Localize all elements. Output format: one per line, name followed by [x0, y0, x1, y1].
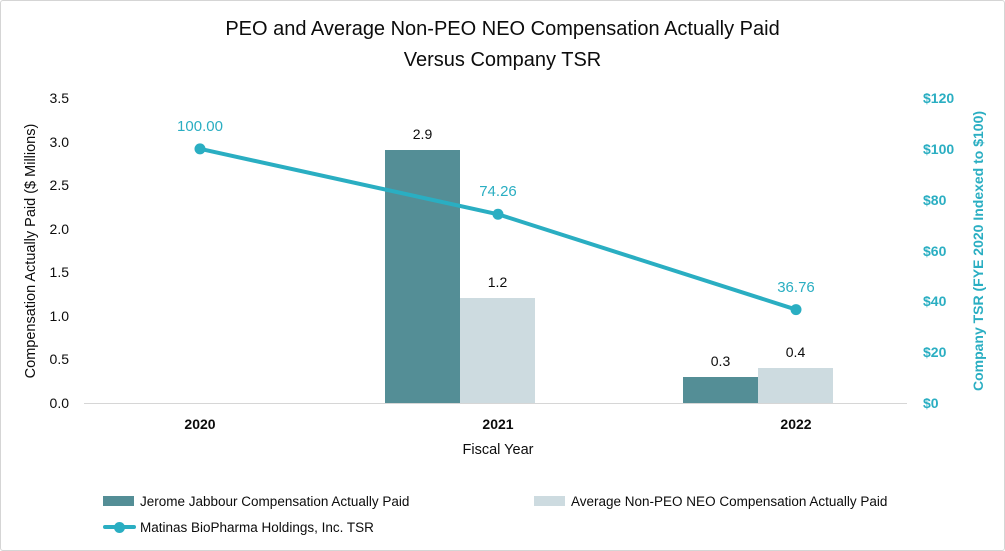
right-y-tick-label: $0 [923, 395, 939, 411]
legend-item-tsr-line: Matinas BioPharma Holdings, Inc. TSR [103, 519, 374, 535]
left-y-tick-label: 1.0 [49, 307, 69, 324]
left-y-tick-label: 1.5 [49, 264, 69, 281]
tsr-point-label: 36.76 [777, 278, 815, 296]
bar-2021-series-1 [460, 298, 535, 403]
x-tick-label: 2020 [184, 416, 216, 432]
left-y-tick-label: 2.0 [49, 220, 69, 237]
chart-title-line-2: Versus Company TSR [403, 49, 602, 71]
legend-label: Average Non-PEO NEO Compensation Actuall… [571, 493, 888, 509]
left-y-tick-label: 0.0 [49, 395, 69, 411]
peo-bar-swatch-icon [103, 496, 134, 506]
bar-2021-series-0 [385, 150, 460, 403]
bar-value-label: 0.3 [710, 352, 731, 369]
chart-title-line-1: PEO and Average Non-PEO NEO Compensation… [225, 18, 780, 40]
legend-label: Matinas BioPharma Holdings, Inc. TSR [140, 519, 374, 535]
x-axis-title: Fiscal Year [462, 442, 534, 458]
tsr-point-label: 100.00 [177, 117, 223, 135]
right-y-tick-label: $80 [923, 191, 947, 208]
bar-value-label: 1.2 [487, 274, 508, 291]
right-y-tick-label: $40 [923, 293, 947, 310]
left-y-tick-label: 3.5 [49, 90, 69, 106]
tsr-point-marker [492, 208, 504, 220]
right-y-tick-label: $100 [923, 140, 955, 157]
bar-value-label: 0.4 [785, 344, 806, 361]
left-y-tick-label: 3.0 [49, 133, 69, 150]
left-y-tick-label: 0.5 [49, 351, 69, 368]
x-tick-label: 2021 [482, 416, 514, 432]
bar-value-label: 2.9 [412, 126, 433, 143]
right-y-tick-label: $20 [923, 344, 947, 361]
bar-2022-series-0 [683, 376, 758, 403]
x-tick-label: 2022 [780, 416, 812, 432]
tsr-point-marker [790, 304, 802, 316]
tsr-line-dot-swatch-icon [103, 521, 136, 533]
tsr-point-label: 74.26 [479, 183, 517, 201]
bar-2022-series-1 [758, 368, 833, 403]
chart-title: PEO and Average Non-PEO NEO Compensation… [1, 14, 1004, 76]
avg-neo-bar-swatch-icon [534, 496, 565, 506]
right-y-tick-label: $60 [923, 242, 947, 259]
tsr-point-marker [194, 143, 206, 155]
legend-label: Jerome Jabbour Compensation Actually Pai… [140, 493, 410, 509]
x-axis-baseline [84, 403, 907, 404]
right-y-tick-label: $120 [923, 90, 955, 106]
legend-item-peo-compensation: Jerome Jabbour Compensation Actually Pai… [103, 493, 410, 509]
left-y-tick-label: 2.5 [49, 177, 69, 194]
legend-item-avg-neo-compensation: Average Non-PEO NEO Compensation Actuall… [534, 493, 888, 509]
